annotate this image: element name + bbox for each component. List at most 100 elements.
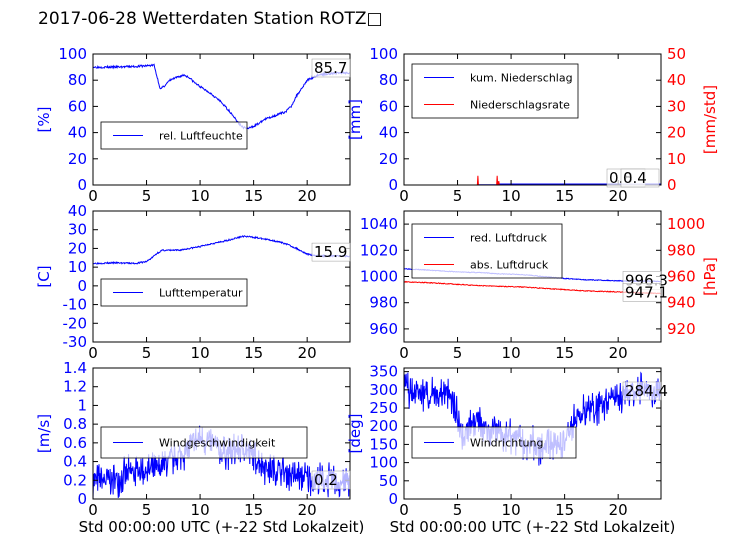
y-tick-label: 250 [369,399,398,417]
plot-frame [92,53,351,186]
y-tick-label: 100 [58,45,87,63]
x-tick-label: 0 [399,501,409,519]
value-label-box [622,283,662,302]
value-label: 15.9 [314,243,347,261]
y-tick-label: 1.4 [63,359,87,377]
y-tick-label: 80 [68,71,87,89]
x-tick-label: 5 [142,344,152,362]
x-tick-label: 10 [191,344,210,362]
y-tick-label-right: 960 [667,268,696,286]
y-tick-label: -10 [63,296,88,314]
y-axis-label: [C] [35,265,53,287]
y-tick-label: 50 [379,472,398,490]
y-tick-label-right: 940 [667,294,696,312]
x-axis-label: Std 00:00:00 UTC (+-22 Std Lokalzeit) [79,518,365,536]
x-tick-label: 5 [142,187,152,205]
x-tick-label: 15 [555,501,574,519]
y-tick-label-right: 10 [667,150,686,168]
y-tick-label: 0.2 [63,471,87,489]
y-tick-label: 40 [68,202,87,220]
y-tick-label: 1000 [360,268,398,286]
legend-label: Windrichtung [470,437,543,450]
x-tick-label: 15 [244,187,263,205]
x-tick-label: 20 [298,344,317,362]
y-tick-label: 980 [369,294,398,312]
series-line-1 [404,280,661,295]
y-tick-label: 1020 [360,241,398,259]
y-tick-label: 0 [77,277,87,295]
x-tick-label: 15 [244,344,263,362]
value-label-box [311,58,351,78]
legend-label: Niederschlagsrate [470,99,570,112]
y-axis-label: [mm] [346,99,364,140]
legend-label: abs. Luftdruck [470,259,549,272]
y-tick-label-right: 20 [667,124,686,142]
x-tick-label: 0 [88,501,98,519]
x-tick-label: 15 [244,501,263,519]
x-tick-label: 0 [88,187,98,205]
y-tick-label-right: 40 [667,71,686,89]
value-label: 0.4 [623,169,647,187]
x-tick-label: 5 [142,501,152,519]
page-title: 2017-06-28 Wetterdaten Station ROTZ□ [38,9,383,29]
y-tick-label: 1 [77,396,87,414]
value-label: 0.2 [314,471,338,489]
y-axis-label-right: [hPa] [701,257,719,296]
y-tick-label: 960 [369,320,398,338]
plot-frame [403,367,662,500]
x-tick-label: 20 [609,501,628,519]
legend-label: rel. Luftfeuchte [159,130,243,143]
y-axis-label: [deg] [346,414,364,454]
x-tick-label: 15 [555,344,574,362]
legend-label: kum. Niederschlag [470,72,573,85]
x-tick-label: 15 [555,187,574,205]
y-tick-label: 350 [369,363,398,381]
plot-frame [92,210,351,343]
legend-box [411,63,579,119]
legend-label: Windgeschwindigkeit [159,437,276,450]
x-tick-label: 0 [399,344,409,362]
y-axis-label: [m/s] [35,414,53,453]
y-tick-label: 20 [68,239,87,257]
x-tick-label: 20 [609,187,628,205]
legend-label: Lufttemperatur [159,287,243,300]
y-tick-label: 40 [68,124,87,142]
x-tick-label: 5 [453,501,463,519]
y-tick-label: 30 [68,221,87,239]
y-tick-label: 60 [68,97,87,115]
x-tick-label: 5 [453,344,463,362]
y-tick-label: 100 [369,45,398,63]
y-tick-label-right: 30 [667,97,686,115]
y-tick-label: 1.2 [63,378,87,396]
legend-label: red. Luftdruck [470,232,547,245]
y-tick-label: 0.6 [63,434,87,452]
y-tick-label: 0.4 [63,453,87,471]
x-tick-label: 20 [609,344,628,362]
x-tick-label: 10 [502,501,521,519]
y-tick-label: 40 [379,124,398,142]
chart-humidity: 0 5 10 15 20 0 20 40 60 80 100 [%] rel. Luftfeuchte 8… [35,45,351,205]
value-label: 85.7 [314,59,347,77]
y-tick-label: 100 [369,454,398,472]
y-tick-label: 300 [369,381,398,399]
y-tick-label: 0 [388,176,398,194]
y-tick-label-right: 50 [667,45,686,63]
y-axis-label-right: [mm/std] [701,85,719,154]
y-tick-label: 0 [77,176,87,194]
chart-precipitation: 0 5 10 15 20 0 20 40 60 80 100 0 10 20 30 40 50 [mm] [mm/s… [346,45,719,205]
value-label-box [622,381,662,401]
value-label: 947.1 [625,283,668,301]
value-label-box [620,168,660,188]
y-tick-label: 20 [379,150,398,168]
y-tick-label: 20 [68,150,87,168]
x-tick-label: 10 [191,187,210,205]
y-tick-label-right: 980 [667,241,696,259]
x-tick-label: 20 [298,187,317,205]
y-tick-label: 10 [68,258,87,276]
y-tick-label-right: 0 [667,176,677,194]
y-tick-label-right: 1000 [667,215,705,233]
value-label: 284.4 [625,382,668,400]
y-tick-label: 0 [388,490,398,508]
x-axis-label: Std 00:00:00 UTC (+-22 Std Lokalzeit) [390,518,676,536]
